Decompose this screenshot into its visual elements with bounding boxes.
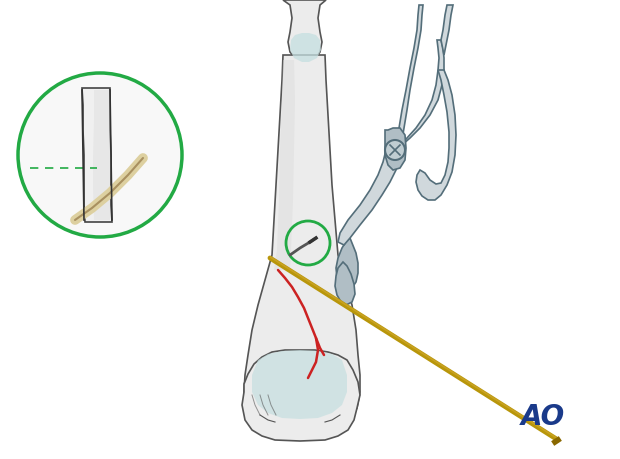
Polygon shape: [338, 140, 399, 245]
Polygon shape: [397, 40, 444, 148]
Polygon shape: [336, 238, 358, 290]
Circle shape: [385, 140, 405, 160]
Circle shape: [18, 73, 182, 237]
Polygon shape: [82, 88, 112, 222]
Polygon shape: [283, 0, 326, 62]
Polygon shape: [335, 262, 355, 305]
Polygon shape: [252, 350, 347, 419]
Polygon shape: [244, 55, 360, 434]
Polygon shape: [441, 5, 453, 55]
Polygon shape: [274, 60, 295, 270]
Polygon shape: [416, 70, 456, 200]
Polygon shape: [242, 350, 360, 441]
Polygon shape: [385, 128, 406, 170]
Text: AO: AO: [520, 403, 565, 431]
Polygon shape: [290, 33, 321, 62]
Polygon shape: [397, 5, 423, 140]
Polygon shape: [93, 90, 111, 220]
